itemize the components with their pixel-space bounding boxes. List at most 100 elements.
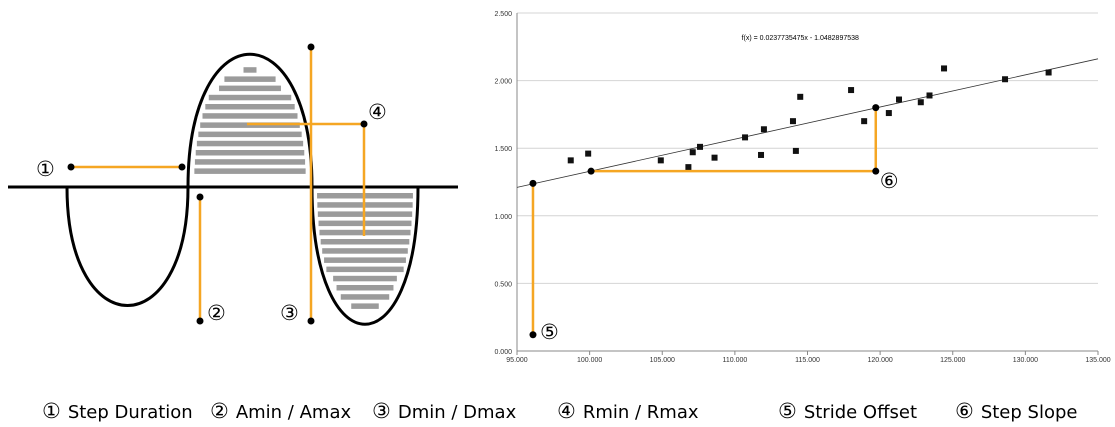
marker-2: ② [207, 302, 226, 325]
hatch-bar [324, 257, 406, 263]
step-duration-dot-end [178, 163, 186, 171]
data-point [760, 126, 767, 133]
scatter-chart: 95.000 100.000 105.000 110.000 115.000 120.00… [494, 11, 1110, 364]
data-point [758, 151, 765, 158]
y-tick-labels: 0.000 0.500 1.000 1.500 2.000 2.500 [494, 11, 512, 356]
data-point [689, 149, 696, 156]
signal-diagram: ① ② ③ ④ [8, 43, 458, 326]
measurement-lines [71, 47, 366, 321]
data-point [792, 147, 799, 154]
marker-1: ① [36, 158, 55, 181]
positive-lobe [186, 52, 314, 188]
marker-5: ⑤ [540, 321, 559, 344]
legend-symbol: ④ [557, 399, 576, 423]
hatch-bar [351, 303, 379, 309]
measurement-overlay [529, 104, 880, 339]
hatch-bar [194, 168, 306, 174]
data-point [885, 110, 892, 117]
first-negative-lobe [65, 186, 190, 307]
y-tick-label: 1.500 [494, 146, 512, 153]
step-slope-dot-top [872, 104, 880, 112]
rmin-rmax-dot [360, 120, 368, 128]
hatch-bar [340, 294, 390, 300]
y-tick-label: 2.500 [494, 11, 512, 18]
legend-label: Amin / Amax [236, 402, 352, 423]
hatch-bar [194, 159, 306, 165]
legend-label: Stride Offset [804, 402, 917, 423]
hatch-bar [322, 248, 408, 254]
trendline-equation: f(x) = 0.0237735475x - 1.0482897538 [742, 35, 859, 42]
trendline [516, 58, 1099, 188]
data-point [861, 118, 868, 125]
data-point [917, 99, 924, 106]
legend-item-dmin-dmax: ③ Dmin / Dmax [372, 399, 517, 423]
legend-label: Step Duration [68, 402, 193, 423]
second-negative-lobe [310, 186, 420, 326]
legend-symbol: ⑤ [778, 399, 797, 423]
legend-item-step-duration: ① Step Duration [42, 399, 193, 423]
data-point [685, 164, 692, 171]
chart-gridlines [517, 12, 1098, 352]
data-point [797, 93, 804, 100]
hatch-bar [326, 266, 404, 273]
hatch-bar [202, 113, 298, 119]
stride-offset-dot-low [529, 331, 537, 339]
hatch-bar [195, 150, 305, 156]
x-tick-labels: 95.000 100.000 105.000 110.000 115.000 120.00… [506, 357, 1110, 364]
legend-symbol: ② [210, 399, 229, 423]
data-point [697, 143, 704, 150]
y-tick-label: 0.000 [494, 349, 512, 356]
amin-dot [196, 193, 204, 201]
legend-item-step-slope: ⑥ Step Slope [955, 399, 1077, 423]
legend-symbol: ⑥ [955, 399, 974, 423]
legend-label: Step Slope [981, 402, 1078, 423]
x-tick-label: 120.000 [867, 357, 892, 364]
data-point [657, 157, 664, 164]
data-point [896, 96, 903, 103]
hatch-bar [243, 67, 257, 73]
legend-item-stride-offset: ⑤ Stride Offset [778, 399, 917, 423]
data-point [1002, 76, 1009, 83]
x-tick-label: 100.000 [577, 357, 602, 364]
endpoint-dots [67, 43, 368, 325]
data-point [567, 157, 574, 164]
hatch-bar [336, 285, 394, 291]
chart-axes [516, 13, 1099, 355]
legend-item-amin-amax: ② Amin / Amax [210, 399, 351, 423]
legend-symbol: ③ [372, 399, 391, 423]
hatch-bar [320, 239, 410, 245]
step-slope-dot-start [587, 167, 595, 175]
x-tick-label: 130.000 [1013, 357, 1038, 364]
hatch-bar [333, 275, 397, 282]
marker-6: ⑥ [880, 170, 899, 193]
data-point [941, 65, 948, 72]
data-point [585, 150, 592, 157]
data-point [1045, 69, 1052, 76]
data-point [789, 118, 796, 125]
data-point [711, 154, 718, 161]
hatch-bar [224, 76, 276, 82]
marker-4: ④ [368, 101, 387, 124]
data-point [848, 87, 855, 94]
hatch-bar [219, 85, 281, 92]
x-tick-label: 135.000 [1085, 357, 1110, 364]
hatch-bar [198, 131, 302, 138]
legend: ① Step Duration ② Amin / Amax ③ Dmin / Dmax… [42, 399, 1077, 423]
dmin-dot [307, 317, 315, 325]
legend-symbol: ① [42, 399, 61, 423]
data-point [926, 92, 933, 99]
step-slope-dot-corner [872, 167, 880, 175]
hatch-bar [205, 104, 295, 110]
hatch-bar [208, 94, 292, 101]
y-tick-label: 0.500 [494, 281, 512, 288]
x-tick-label: 95.000 [506, 357, 528, 364]
y-tick-label: 2.000 [494, 79, 512, 86]
legend-label: Rmin / Rmax [583, 402, 699, 423]
x-tick-label: 110.000 [722, 357, 747, 364]
data-point [742, 134, 749, 141]
stride-offset-dot-high [529, 179, 537, 187]
legend-label: Dmin / Dmax [398, 402, 517, 423]
dmax-dot [307, 43, 315, 51]
data-points [567, 65, 1052, 171]
